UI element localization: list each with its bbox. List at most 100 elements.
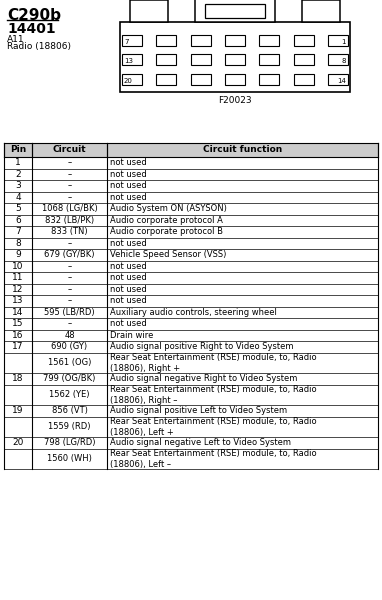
Text: Circuit function: Circuit function bbox=[203, 145, 282, 154]
Text: 17: 17 bbox=[12, 342, 24, 351]
Text: 6: 6 bbox=[15, 216, 21, 225]
Text: 679 (GY/BK): 679 (GY/BK) bbox=[44, 250, 95, 259]
Bar bbox=[328, 53, 348, 64]
Text: –: – bbox=[67, 181, 72, 190]
Bar bbox=[302, 0, 340, 22]
Bar bbox=[191, 34, 210, 46]
Text: 18: 18 bbox=[12, 374, 24, 383]
Bar bbox=[4, 169, 378, 180]
Text: 7: 7 bbox=[15, 227, 21, 236]
Bar bbox=[225, 73, 245, 85]
Text: Audio corporate protocol B: Audio corporate protocol B bbox=[110, 227, 223, 236]
Text: 1560 (WH): 1560 (WH) bbox=[47, 454, 92, 463]
Text: Rear Seat Entertainment (RSE) module, to, Radio
(18806), Right –: Rear Seat Entertainment (RSE) module, to… bbox=[110, 385, 317, 405]
Text: F20023: F20023 bbox=[218, 96, 252, 105]
Bar bbox=[4, 341, 378, 352]
Text: Audio System ON (ASYSON): Audio System ON (ASYSON) bbox=[110, 204, 227, 213]
Bar bbox=[4, 385, 378, 405]
Text: 833 (TN): 833 (TN) bbox=[51, 227, 88, 236]
Bar bbox=[4, 373, 378, 385]
Text: –: – bbox=[67, 193, 72, 202]
Bar bbox=[4, 329, 378, 341]
Text: Radio (18806): Radio (18806) bbox=[7, 42, 71, 51]
Bar bbox=[122, 73, 142, 85]
Bar bbox=[120, 22, 350, 92]
Bar bbox=[4, 249, 378, 260]
Text: Audio signal positive Right to Video System: Audio signal positive Right to Video Sys… bbox=[110, 342, 293, 351]
Text: –: – bbox=[67, 262, 72, 271]
Bar bbox=[4, 203, 378, 214]
Bar bbox=[195, 0, 275, 22]
Bar bbox=[156, 53, 176, 64]
Text: –: – bbox=[67, 285, 72, 294]
Text: 11: 11 bbox=[12, 273, 24, 282]
Text: 14401: 14401 bbox=[7, 22, 56, 36]
Text: 20: 20 bbox=[124, 78, 133, 84]
Bar bbox=[4, 437, 378, 449]
Text: 8: 8 bbox=[15, 239, 21, 248]
Text: not used: not used bbox=[110, 273, 147, 282]
Text: not used: not used bbox=[110, 319, 147, 328]
Text: Rear Seat Entertainment (RSE) module, to, Radio
(18806), Right +: Rear Seat Entertainment (RSE) module, to… bbox=[110, 353, 317, 373]
Text: –: – bbox=[67, 158, 72, 167]
Text: 7: 7 bbox=[124, 39, 128, 45]
Text: 9: 9 bbox=[15, 250, 21, 259]
Text: Audio signal negative Right to Video System: Audio signal negative Right to Video Sys… bbox=[110, 374, 297, 383]
Bar bbox=[4, 416, 378, 437]
Text: 1: 1 bbox=[342, 39, 346, 45]
Text: 14: 14 bbox=[12, 308, 24, 317]
Bar bbox=[259, 53, 279, 64]
Text: C290b: C290b bbox=[7, 8, 61, 23]
Bar bbox=[4, 191, 378, 203]
Text: –: – bbox=[67, 170, 72, 179]
Text: –: – bbox=[67, 296, 72, 305]
Text: –: – bbox=[67, 273, 72, 282]
Text: 4: 4 bbox=[15, 193, 21, 202]
Text: not used: not used bbox=[110, 158, 147, 167]
Bar bbox=[4, 260, 378, 272]
Bar bbox=[130, 0, 168, 22]
Text: 690 (GY): 690 (GY) bbox=[52, 342, 87, 351]
Text: 15: 15 bbox=[12, 319, 24, 328]
Bar bbox=[4, 272, 378, 283]
Bar bbox=[294, 53, 314, 64]
Text: 832 (LB/PK): 832 (LB/PK) bbox=[45, 216, 94, 225]
Text: 12: 12 bbox=[12, 285, 24, 294]
Text: not used: not used bbox=[110, 262, 147, 271]
Text: 13: 13 bbox=[124, 58, 133, 64]
Bar bbox=[4, 226, 378, 238]
Bar bbox=[4, 238, 378, 249]
Text: not used: not used bbox=[110, 296, 147, 305]
Bar bbox=[156, 34, 176, 46]
Text: 48: 48 bbox=[64, 331, 75, 340]
Bar bbox=[122, 53, 142, 64]
Text: 1559 (RD): 1559 (RD) bbox=[48, 422, 91, 431]
Bar bbox=[4, 307, 378, 318]
Text: Rear Seat Entertainment (RSE) module, to, Radio
(18806), Left +: Rear Seat Entertainment (RSE) module, to… bbox=[110, 416, 317, 437]
Bar bbox=[191, 53, 210, 64]
Text: 799 (OG/BK): 799 (OG/BK) bbox=[43, 374, 96, 383]
Text: Pin: Pin bbox=[10, 145, 26, 154]
Bar bbox=[294, 34, 314, 46]
Text: Audio signal positive Left to Video System: Audio signal positive Left to Video Syst… bbox=[110, 406, 287, 415]
Bar bbox=[225, 53, 245, 64]
Text: 1562 (YE): 1562 (YE) bbox=[49, 390, 90, 399]
Bar bbox=[191, 73, 210, 85]
Bar bbox=[259, 73, 279, 85]
Text: Drain wire: Drain wire bbox=[110, 331, 154, 340]
Bar bbox=[4, 143, 378, 157]
Bar bbox=[4, 295, 378, 307]
Text: 856 (VT): 856 (VT) bbox=[52, 406, 87, 415]
Text: not used: not used bbox=[110, 193, 147, 202]
Text: 798 (LG/RD): 798 (LG/RD) bbox=[44, 438, 95, 447]
Bar bbox=[4, 318, 378, 329]
Text: 3: 3 bbox=[15, 181, 21, 190]
Bar bbox=[4, 405, 378, 416]
Text: A11: A11 bbox=[7, 35, 24, 44]
Text: Audio corporate protocol A: Audio corporate protocol A bbox=[110, 216, 223, 225]
Text: Circuit: Circuit bbox=[53, 145, 86, 154]
Text: not used: not used bbox=[110, 285, 147, 294]
Bar bbox=[328, 73, 348, 85]
Bar bbox=[4, 157, 378, 169]
Text: 1: 1 bbox=[15, 158, 21, 167]
